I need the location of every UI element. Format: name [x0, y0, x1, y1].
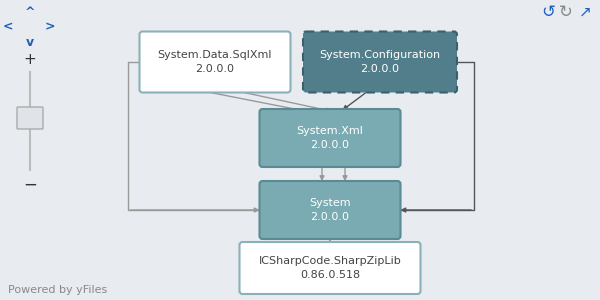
Text: ↺: ↺: [541, 3, 555, 21]
Text: >: >: [45, 20, 55, 34]
Text: System.Configuration
2.0.0.0: System.Configuration 2.0.0.0: [319, 50, 440, 74]
Text: ↻: ↻: [559, 3, 573, 21]
Text: +: +: [23, 52, 37, 68]
Text: System.Data.SqlXml
2.0.0.0: System.Data.SqlXml 2.0.0.0: [158, 50, 272, 74]
Text: System.Xml
2.0.0.0: System.Xml 2.0.0.0: [296, 126, 364, 150]
Text: ICSharpCode.SharpZipLib
0.86.0.518: ICSharpCode.SharpZipLib 0.86.0.518: [259, 256, 401, 280]
Text: v: v: [26, 35, 34, 49]
FancyBboxPatch shape: [260, 181, 401, 239]
FancyBboxPatch shape: [303, 32, 457, 92]
FancyBboxPatch shape: [260, 109, 401, 167]
Text: System
2.0.0.0: System 2.0.0.0: [309, 198, 351, 222]
Text: <: <: [3, 20, 13, 34]
Text: ↗: ↗: [578, 4, 592, 20]
FancyBboxPatch shape: [17, 107, 43, 129]
Text: −: −: [23, 176, 37, 194]
Text: ^: ^: [25, 5, 35, 19]
Text: Powered by yFiles: Powered by yFiles: [8, 285, 107, 295]
FancyBboxPatch shape: [139, 32, 290, 92]
FancyBboxPatch shape: [239, 242, 421, 294]
